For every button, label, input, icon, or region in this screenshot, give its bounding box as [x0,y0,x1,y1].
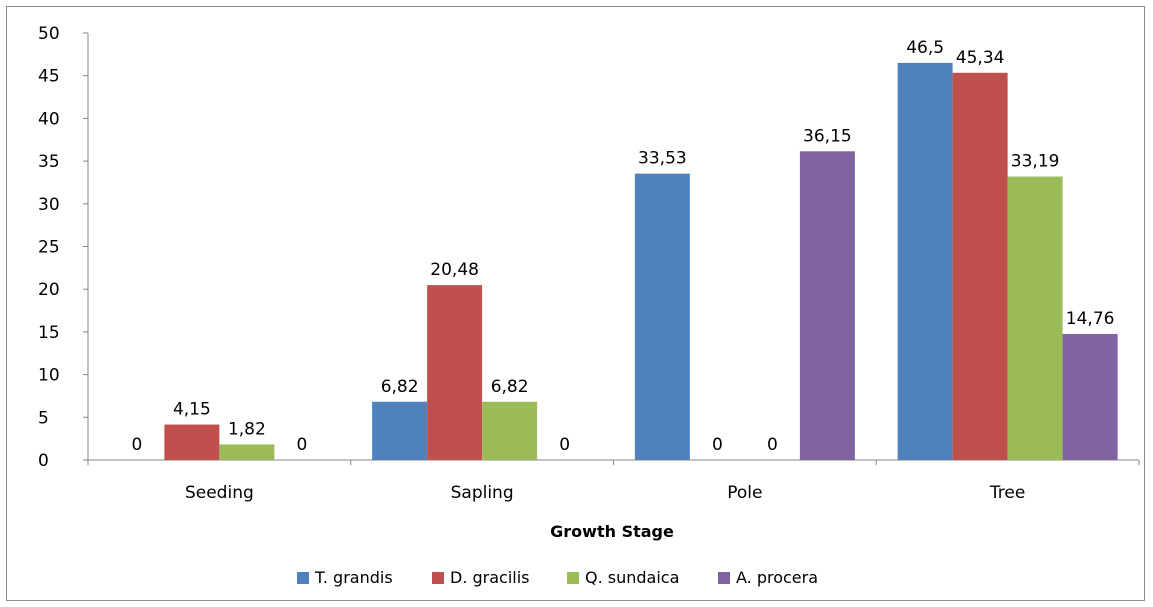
y-tick-label: 0 [38,451,49,471]
x-category-label: Seeding [185,483,254,503]
data-label: 6,82 [491,377,529,397]
bar [427,285,483,460]
legend-swatch [432,572,444,584]
data-label: 36,15 [803,126,852,146]
data-label: 20,48 [430,260,479,280]
y-tick-label: 40 [38,109,60,129]
data-label: 46,5 [906,38,944,58]
bar [952,72,1008,461]
data-label: 0 [767,435,778,455]
data-label: 0 [296,435,307,455]
legend-swatch [567,572,579,584]
bar [799,151,855,461]
bar [482,401,538,460]
data-label: 4,15 [173,400,211,420]
y-tick-label: 35 [38,152,60,172]
bar [1007,176,1063,460]
y-tick-label: 50 [38,24,60,44]
legend-swatch [718,572,730,584]
bar [219,444,275,460]
y-tick-label: 5 [38,408,49,428]
data-label: 0 [712,435,723,455]
data-label: 6,82 [381,377,419,397]
x-category-label: Pole [727,483,762,503]
bar [372,401,428,460]
legend-label: T. grandis [314,568,393,587]
legend-label: Q. sundaica [585,568,679,587]
bar [164,424,220,460]
data-label: 33,19 [1011,152,1060,172]
data-label: 0 [131,435,142,455]
y-tick-label: 10 [38,366,60,386]
x-category-label: Sapling [451,483,514,503]
y-tick-label: 25 [38,238,60,258]
x-axis-title: Growth Stage [550,522,674,541]
y-tick-label: 30 [38,195,60,215]
x-category-label: Tree [989,483,1025,503]
data-label: 14,76 [1066,309,1115,329]
bar [897,62,953,460]
y-tick-label: 15 [38,323,60,343]
data-label: 1,82 [228,419,266,439]
bar [1062,333,1118,460]
bar [634,173,690,460]
legend-label: A. procera [736,568,818,587]
legend-swatch [297,572,309,584]
data-label: 45,34 [956,48,1005,68]
legend-label: D. gracilis [450,568,530,587]
y-tick-label: 45 [38,67,60,87]
y-tick-label: 20 [38,280,60,300]
data-label: 33,53 [638,149,687,169]
data-label: 0 [559,435,570,455]
